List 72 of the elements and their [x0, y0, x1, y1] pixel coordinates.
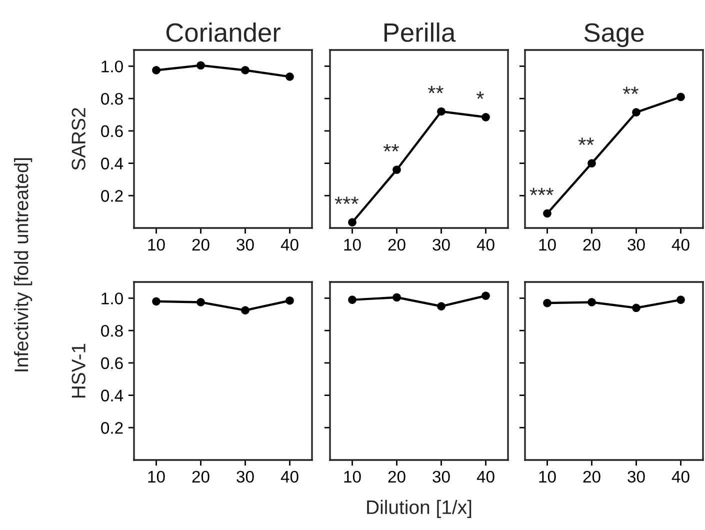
point	[392, 293, 401, 302]
point	[676, 92, 685, 102]
y-tick-label: 0.6	[101, 357, 123, 370]
x-tick-label: 30	[432, 238, 450, 251]
point	[152, 66, 160, 74]
x-tick-label: 30	[236, 470, 254, 483]
x-tick-label: 20	[583, 238, 600, 251]
x-axis-title: Dilution [1/x]	[367, 500, 472, 518]
text: Infectivity [fold untreated]	[14, 158, 32, 372]
point	[676, 296, 685, 304]
point	[196, 298, 205, 306]
point	[241, 66, 250, 74]
x-tick-label: 10	[539, 470, 556, 483]
point	[543, 209, 552, 218]
x-tick-label: 20	[388, 470, 406, 483]
annotation: **	[578, 138, 594, 145]
point	[588, 298, 596, 306]
point	[482, 292, 490, 300]
annotation: ***	[334, 196, 359, 204]
point	[348, 296, 356, 304]
y-tick-label: 1.0	[102, 60, 123, 72]
y-tick-label: 0.8	[101, 324, 123, 337]
x-tick-label: 20	[388, 238, 406, 251]
x-tick-label: 40	[476, 238, 494, 251]
x-tick-label: 30	[432, 470, 450, 483]
annotation: *	[476, 92, 484, 99]
point	[632, 108, 640, 116]
point	[286, 72, 294, 81]
annotation: **	[428, 86, 444, 94]
y-tick-label: 0.2	[101, 422, 123, 434]
x-tick-label: 40	[672, 238, 690, 251]
x-tick-label: 30	[236, 238, 254, 251]
y-tick-label: 0.6	[101, 125, 123, 138]
x-tick-label: 30	[628, 238, 645, 251]
chart-title: Coriander	[166, 22, 281, 42]
chart-title: Perilla	[384, 22, 456, 42]
point	[437, 107, 446, 116]
point	[588, 159, 596, 168]
point	[632, 304, 640, 312]
point	[196, 61, 205, 70]
y-axis-title: HSV-1	[72, 344, 86, 398]
x-tick-label: 40	[280, 238, 298, 251]
x-tick-label: 40	[672, 470, 690, 483]
x-tick-label: 10	[344, 238, 361, 251]
point	[241, 306, 250, 314]
x-tick-label: 30	[628, 470, 645, 483]
annotation: ***	[530, 188, 554, 196]
annotation: **	[383, 144, 399, 152]
y-tick-label: 0.8	[101, 92, 123, 105]
x-tick-label: 10	[148, 470, 165, 483]
y-tick-label: 0.2	[101, 190, 123, 202]
x-tick-label: 40	[476, 470, 494, 483]
x-tick-label: 20	[583, 470, 600, 483]
point	[152, 297, 160, 306]
annotation: **	[622, 86, 638, 94]
x-tick-label: 10	[344, 470, 361, 483]
point	[543, 298, 552, 308]
x-tick-label: 20	[192, 470, 210, 483]
y-axis-title: SARS2	[72, 108, 86, 170]
chart-title: Sage	[584, 23, 644, 48]
point	[482, 112, 490, 122]
x-tick-label: 10	[148, 238, 165, 251]
point	[348, 218, 356, 227]
x-tick-label: 40	[280, 470, 298, 483]
y-tick-label: 0.4	[101, 158, 124, 170]
y-tick-label: 0.4	[101, 390, 124, 402]
x-tick-label: 20	[192, 238, 210, 251]
point	[286, 296, 294, 305]
x-tick-label: 10	[539, 238, 556, 251]
y-tick-label: 1.0	[102, 292, 123, 304]
point	[392, 166, 401, 174]
point	[437, 302, 446, 310]
